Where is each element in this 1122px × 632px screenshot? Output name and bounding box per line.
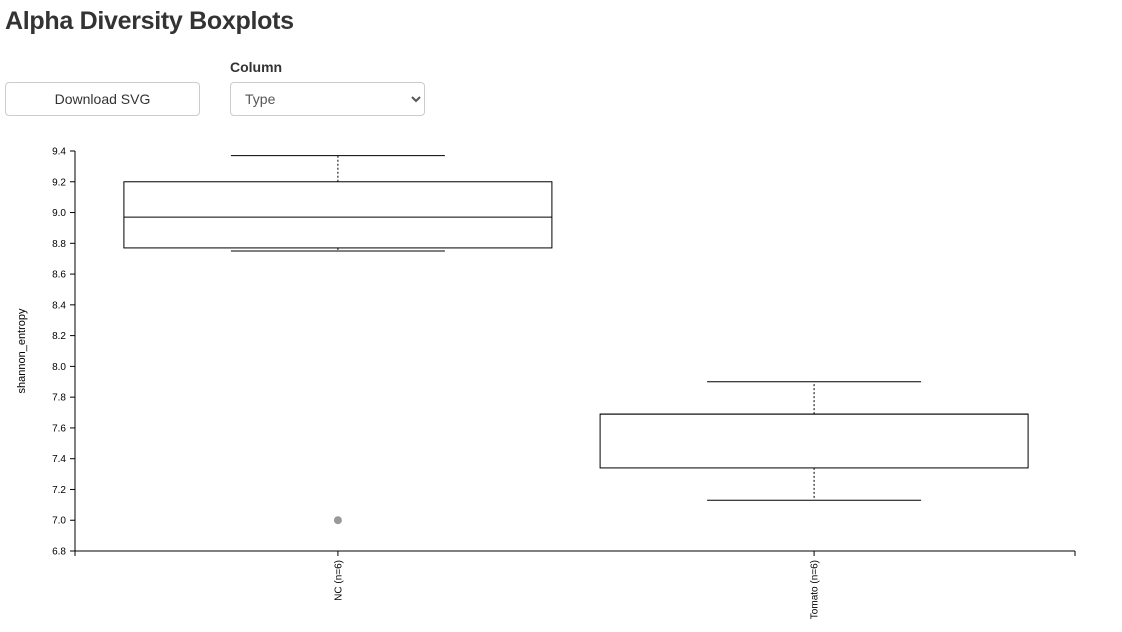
y-tick-label: 8.6 [52, 270, 66, 281]
boxes-group [123, 155, 1029, 525]
outlier-point [333, 516, 342, 525]
box-rect [123, 181, 553, 249]
x-tick-label: NC (n=6) [333, 560, 344, 601]
y-tick-label: 7.6 [52, 423, 66, 434]
y-tick-label: 8.8 [52, 239, 66, 250]
box-rect [599, 413, 1029, 469]
y-tick-label: 9.0 [52, 208, 66, 219]
box-group [599, 381, 1029, 501]
y-tick-label: 6.8 [52, 547, 66, 558]
y-tick-label: 8.4 [52, 300, 66, 311]
y-tick-label: 7.0 [52, 516, 66, 527]
y-tick-label: 7.4 [52, 454, 66, 465]
page-title: Alpha Diversity Boxplots [5, 7, 294, 35]
y-tick-label: 8.0 [52, 362, 66, 373]
column-select[interactable]: Type [230, 82, 425, 116]
y-tick-label: 9.4 [52, 147, 66, 158]
column-label: Column [230, 59, 283, 75]
y-tick-label: 7.8 [52, 393, 66, 404]
y-tick-label: 7.2 [52, 485, 66, 496]
x-axis: NC (n=6) Tomato (n=6) [74, 550, 1076, 619]
y-tick-label: 8.2 [52, 331, 66, 342]
y-axis: 6.8 7.0 7.2 7.4 7.6 7.8 8.0 8.2 8.4 8.6 8.8 9.0 9.2 9… [52, 147, 76, 558]
download-svg-button[interactable]: Download SVG [5, 82, 200, 116]
box-group [123, 155, 553, 525]
x-tick-label: Tomato (n=6) [810, 560, 821, 619]
y-tick-label: 9.2 [52, 177, 66, 188]
y-axis-title: shannon_entropy [16, 308, 28, 394]
